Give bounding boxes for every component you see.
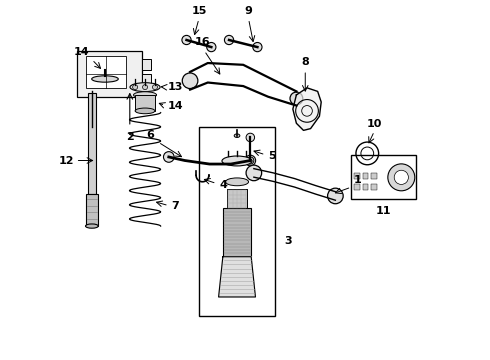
Text: 14: 14 bbox=[74, 47, 89, 57]
Text: 8: 8 bbox=[301, 57, 309, 67]
Circle shape bbox=[224, 35, 234, 45]
Bar bbox=[371, 184, 377, 190]
Text: 4: 4 bbox=[220, 180, 227, 190]
Text: 9: 9 bbox=[245, 6, 252, 16]
Ellipse shape bbox=[225, 178, 248, 186]
Text: 14: 14 bbox=[168, 100, 183, 111]
Ellipse shape bbox=[134, 92, 157, 98]
Bar bbox=[135, 95, 155, 111]
Bar bbox=[142, 74, 151, 84]
Text: 15: 15 bbox=[191, 6, 207, 16]
Bar bbox=[351, 155, 416, 199]
Text: 6: 6 bbox=[147, 130, 155, 140]
Bar bbox=[354, 184, 360, 190]
Circle shape bbox=[247, 157, 254, 164]
Text: 13: 13 bbox=[168, 82, 183, 92]
Ellipse shape bbox=[222, 156, 252, 166]
Polygon shape bbox=[293, 88, 321, 130]
Circle shape bbox=[246, 165, 262, 181]
Ellipse shape bbox=[85, 224, 98, 228]
Text: 12: 12 bbox=[59, 156, 74, 166]
Bar bbox=[363, 173, 368, 179]
Circle shape bbox=[182, 35, 191, 45]
Circle shape bbox=[143, 85, 147, 90]
Circle shape bbox=[152, 85, 157, 90]
Text: 10: 10 bbox=[367, 118, 382, 129]
Bar bbox=[199, 127, 275, 316]
Circle shape bbox=[253, 42, 262, 52]
Circle shape bbox=[133, 85, 138, 90]
Polygon shape bbox=[219, 257, 255, 297]
Bar bbox=[86, 194, 98, 226]
Bar bbox=[227, 189, 247, 209]
Circle shape bbox=[164, 152, 174, 162]
Bar bbox=[142, 59, 151, 70]
Bar bbox=[223, 208, 251, 257]
Ellipse shape bbox=[234, 134, 240, 138]
Bar bbox=[76, 51, 142, 97]
Text: 5: 5 bbox=[268, 151, 276, 161]
Bar bbox=[371, 173, 377, 179]
Text: 1: 1 bbox=[354, 175, 362, 185]
Circle shape bbox=[328, 188, 343, 204]
Ellipse shape bbox=[130, 83, 160, 91]
Circle shape bbox=[394, 170, 408, 184]
Circle shape bbox=[388, 164, 415, 191]
Circle shape bbox=[290, 92, 303, 105]
Text: 11: 11 bbox=[376, 206, 391, 216]
Circle shape bbox=[246, 133, 255, 142]
Text: 2: 2 bbox=[126, 132, 134, 142]
Bar bbox=[85, 56, 126, 88]
Bar bbox=[88, 93, 96, 194]
Ellipse shape bbox=[92, 76, 118, 82]
Circle shape bbox=[207, 42, 216, 52]
Text: 16: 16 bbox=[195, 37, 210, 47]
Ellipse shape bbox=[135, 108, 155, 114]
Text: 7: 7 bbox=[172, 201, 179, 211]
Circle shape bbox=[245, 155, 256, 166]
Text: 3: 3 bbox=[284, 235, 292, 246]
Bar bbox=[363, 184, 368, 190]
Bar bbox=[354, 173, 360, 179]
Circle shape bbox=[182, 73, 198, 89]
